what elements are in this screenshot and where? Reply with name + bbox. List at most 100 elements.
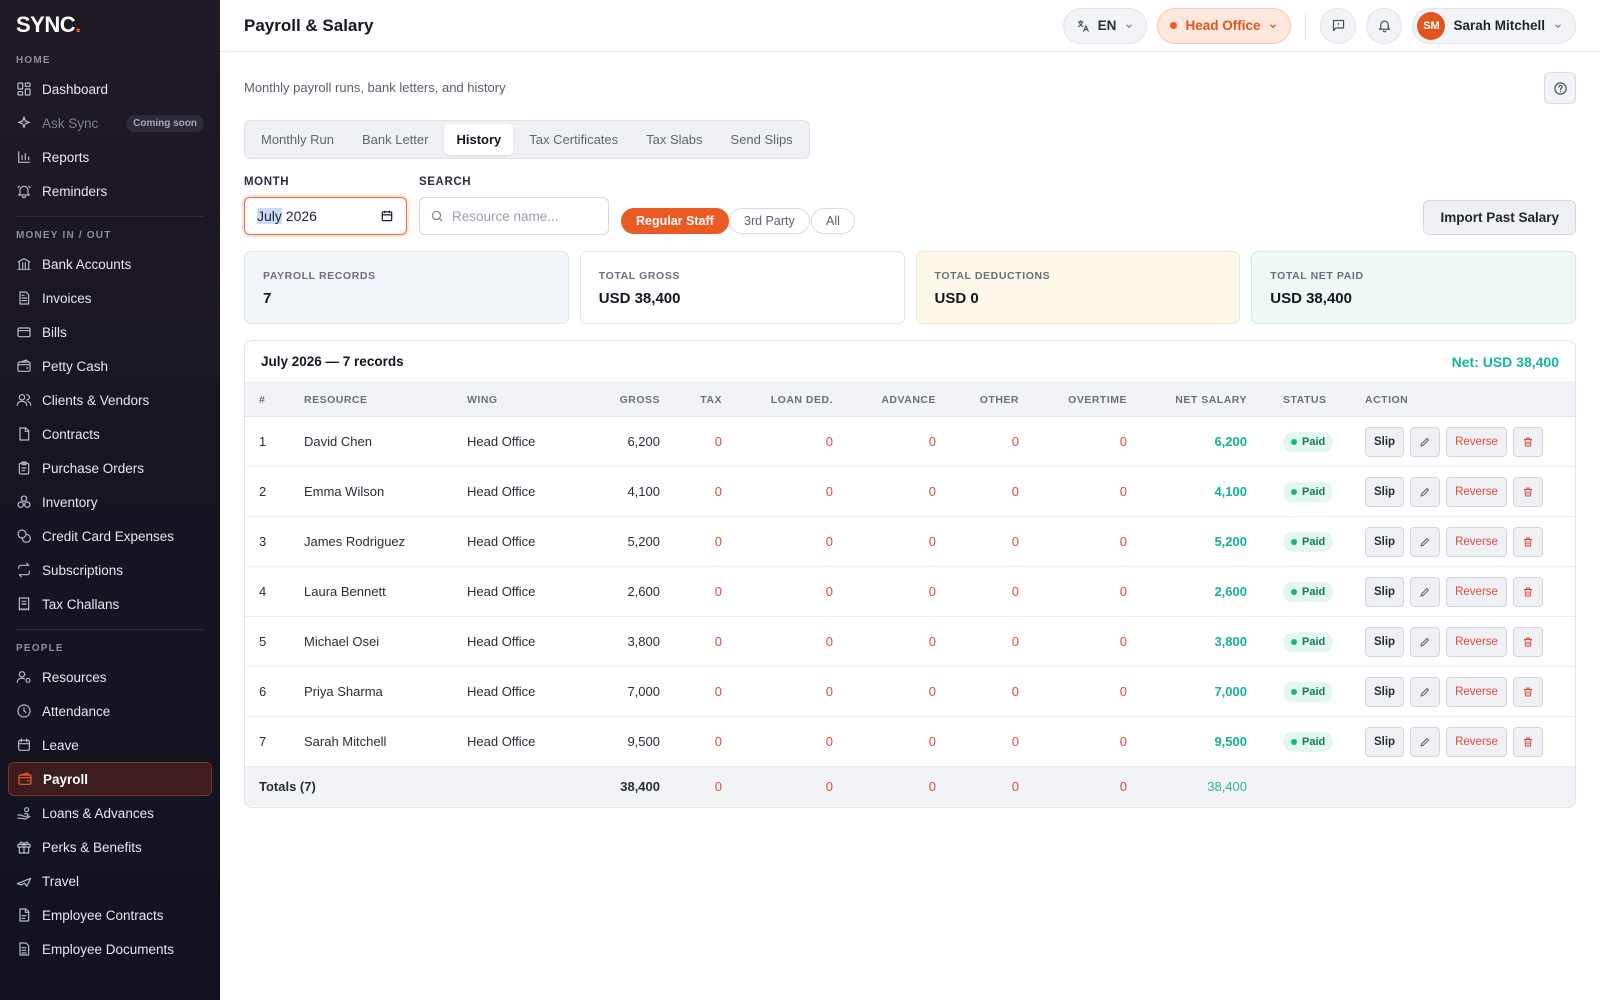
reverse-button[interactable]: Reverse xyxy=(1446,476,1507,507)
sidebar-item-leave[interactable]: Leave xyxy=(8,728,212,762)
tab-tax-certificates[interactable]: Tax Certificates xyxy=(529,132,619,147)
slip-button[interactable]: Slip xyxy=(1365,626,1405,657)
edit-button[interactable] xyxy=(1410,626,1441,657)
month-picker[interactable]: July 2026 xyxy=(244,197,407,235)
document-icon xyxy=(19,427,30,441)
sidebar-item-ask-sync[interactable]: Ask Sync Coming soon xyxy=(8,106,212,140)
top-bar: Payroll & Salary EN Head Office SM Sarah… xyxy=(220,0,1600,52)
sidebar-item-tax-challans[interactable]: Tax Challans xyxy=(8,587,212,621)
sidebar-item-invoices[interactable]: Invoices xyxy=(8,281,212,315)
edit-button[interactable] xyxy=(1410,426,1441,457)
card-label: TOTAL DEDUCTIONS xyxy=(934,270,1051,282)
delete-button[interactable] xyxy=(1512,626,1543,657)
credit-card-icon-wrap xyxy=(16,324,32,340)
slip-button[interactable]: Slip xyxy=(1365,726,1405,757)
reverse-button[interactable]: Reverse xyxy=(1446,626,1507,657)
row-number: 6 xyxy=(259,684,267,699)
sidebar-item-dashboard[interactable]: Dashboard xyxy=(8,72,212,106)
edit-button[interactable] xyxy=(1410,676,1441,707)
divider xyxy=(1305,11,1307,40)
calendar-icon[interactable] xyxy=(380,209,394,223)
delete-button[interactable] xyxy=(1512,426,1543,457)
sidebar-item-loans-and-advances[interactable]: Loans & Advances xyxy=(8,796,212,830)
tab-send-slips[interactable]: Send Slips xyxy=(730,132,793,147)
sidebar-item-attendance[interactable]: Attendance xyxy=(8,694,212,728)
sidebar-item-reports[interactable]: Reports xyxy=(8,140,212,174)
sidebar-item-resources[interactable]: Resources xyxy=(8,660,212,694)
sidebar-item-travel[interactable]: Travel xyxy=(8,864,212,898)
net-salary: 3,800 xyxy=(1214,634,1247,649)
other: 0 xyxy=(1011,734,1019,749)
delete-button[interactable] xyxy=(1512,576,1543,607)
filter-regular-staff[interactable]: Regular Staff xyxy=(621,208,729,234)
slip-button[interactable]: Slip xyxy=(1365,676,1405,707)
messages-button[interactable] xyxy=(1320,7,1357,44)
sidebar-item-perks-and-benefits[interactable]: Perks & Benefits xyxy=(8,830,212,864)
reverse-button[interactable]: Reverse xyxy=(1446,526,1507,557)
filter-3rd-party[interactable]: 3rd Party xyxy=(729,208,810,234)
language-selector[interactable]: EN xyxy=(1062,7,1148,44)
reverse-button[interactable]: Reverse xyxy=(1446,426,1507,457)
edit-button[interactable] xyxy=(1410,476,1441,507)
tab-history[interactable]: History xyxy=(444,124,514,155)
help-button[interactable] xyxy=(1544,72,1576,104)
import-past-salary-button[interactable]: Import Past Salary xyxy=(1423,200,1576,235)
sidebar-item-employee-contracts[interactable]: Employee Contracts xyxy=(8,898,212,932)
filter-all[interactable]: All xyxy=(811,208,855,234)
reverse-button[interactable]: Reverse xyxy=(1446,676,1507,707)
sidebar-item-credit-card-expenses[interactable]: Credit Card Expenses xyxy=(8,519,212,553)
reverse-button[interactable]: Reverse xyxy=(1446,726,1507,757)
trash-icon xyxy=(1523,587,1532,596)
sidebar-divider xyxy=(16,216,204,217)
search-input[interactable]: Resource name... xyxy=(419,197,609,235)
status-text: Paid xyxy=(1302,435,1326,448)
sidebar-section-label: HOME xyxy=(16,55,51,66)
grid-icon-wrap xyxy=(16,81,32,97)
sidebar-item-clients-and-vendors[interactable]: Clients & Vendors xyxy=(8,383,212,417)
slip-button[interactable]: Slip xyxy=(1365,576,1405,607)
office-selector[interactable]: Head Office xyxy=(1157,7,1292,44)
slip-button[interactable]: Slip xyxy=(1365,426,1405,457)
sidebar-item-bank-accounts[interactable]: Bank Accounts xyxy=(8,247,212,281)
delete-button[interactable] xyxy=(1512,676,1543,707)
delete-button[interactable] xyxy=(1512,526,1543,557)
totals-label: Totals (7) xyxy=(259,778,316,794)
sidebar-item-subscriptions[interactable]: Subscriptions xyxy=(8,553,212,587)
notifications-button[interactable] xyxy=(1366,7,1403,44)
sidebar-item-purchase-orders[interactable]: Purchase Orders xyxy=(8,451,212,485)
column-header: RESOURCE xyxy=(304,393,368,406)
slip-button[interactable]: Slip xyxy=(1365,526,1405,557)
delete-button[interactable] xyxy=(1512,726,1543,757)
status-dot xyxy=(1291,488,1297,495)
summary-card-gross: TOTAL GROSS USD 38,400 xyxy=(579,251,905,324)
sidebar-item-label: Petty Cash xyxy=(42,358,109,374)
sidebar-item-inventory[interactable]: Inventory xyxy=(8,485,212,519)
sidebar-item-employee-documents[interactable]: Employee Documents xyxy=(8,932,212,966)
edit-button[interactable] xyxy=(1410,526,1441,557)
resource-name: Sarah Mitchell xyxy=(304,734,387,749)
trash-icon xyxy=(1523,487,1532,496)
user-menu[interactable]: SM Sarah Mitchell xyxy=(1412,7,1576,44)
reverse-button[interactable]: Reverse xyxy=(1446,576,1507,607)
sidebar-item-reminders[interactable]: Reminders xyxy=(8,174,212,208)
sidebar-item-payroll[interactable]: Payroll xyxy=(8,762,212,796)
slip-button[interactable]: Slip xyxy=(1365,476,1405,507)
sidebar-item-petty-cash[interactable]: Petty Cash xyxy=(8,349,212,383)
tab-bank-letter[interactable]: Bank Letter xyxy=(361,132,429,147)
message-square-icon xyxy=(1332,19,1345,32)
office-status-dot xyxy=(1170,22,1178,29)
sidebar-item-contracts[interactable]: Contracts xyxy=(8,417,212,451)
sidebar-item-bills[interactable]: Bills xyxy=(8,315,212,349)
tab-tax-slabs[interactable]: Tax Slabs xyxy=(646,132,703,147)
payroll-tabs: Monthly Run Bank Letter History Tax Certifi… xyxy=(244,120,810,159)
calendar-icon-wrap xyxy=(16,737,32,753)
edit-button[interactable] xyxy=(1410,576,1441,607)
sync-logo[interactable]: SYNC. xyxy=(0,0,220,50)
table-row: 2 Emma Wilson Head Office 4,100 0 0 0 0 0 4,100 Pa… xyxy=(245,467,1575,517)
row-number: 4 xyxy=(259,584,267,599)
delete-button[interactable] xyxy=(1512,476,1543,507)
status-text: Paid xyxy=(1302,535,1326,548)
tax: 0 xyxy=(714,684,722,699)
edit-button[interactable] xyxy=(1410,726,1441,757)
tab-monthly-run[interactable]: Monthly Run xyxy=(261,132,334,147)
